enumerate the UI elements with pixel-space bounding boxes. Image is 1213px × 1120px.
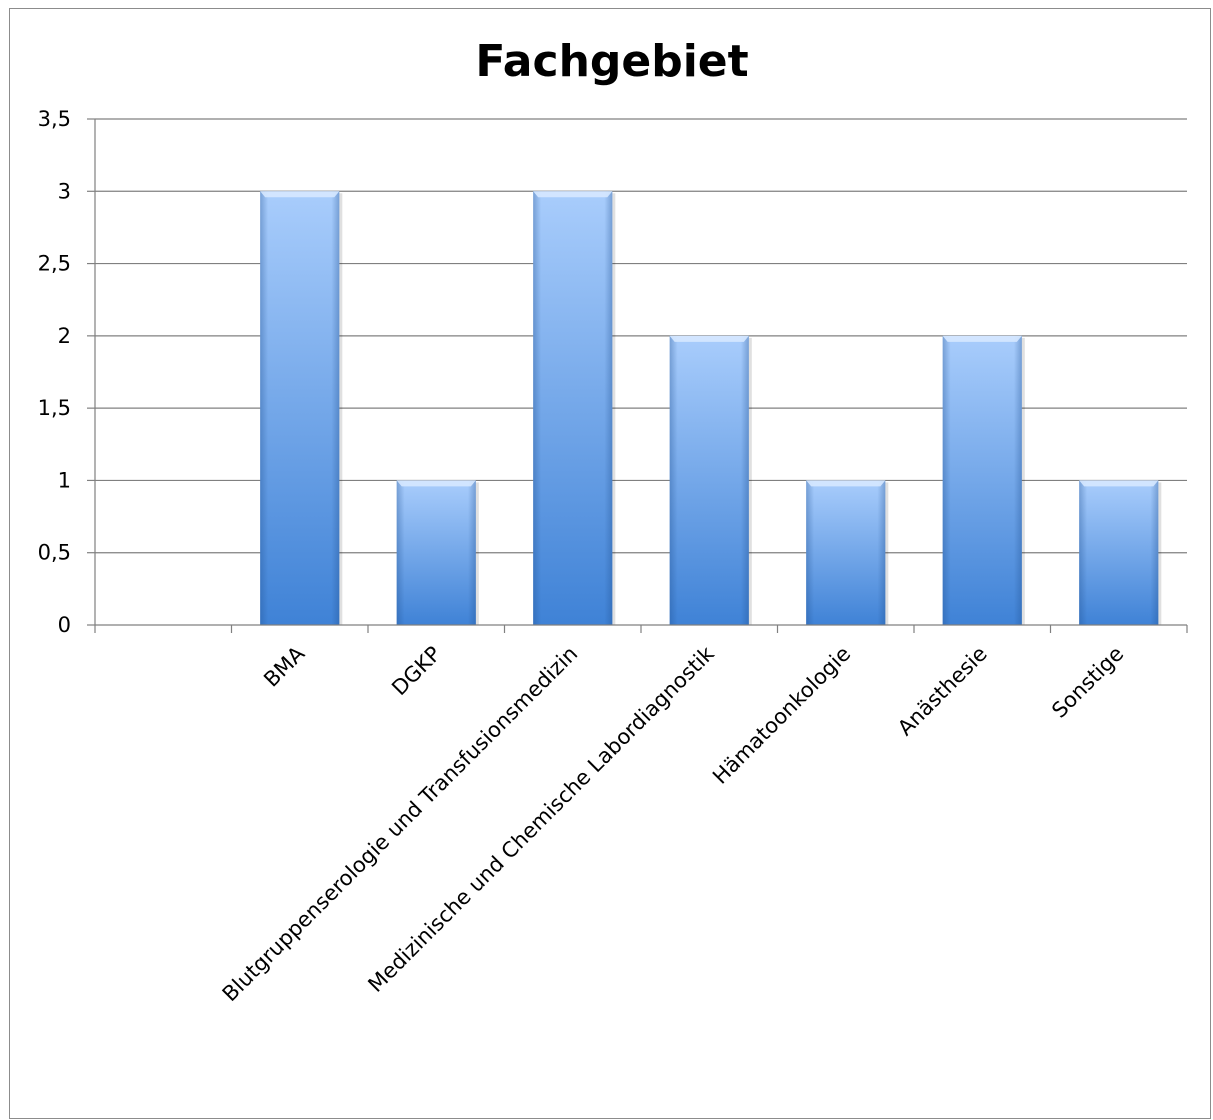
y-tick-label: 2,5 — [38, 252, 71, 276]
y-tick-label: 3,5 — [38, 107, 71, 131]
bar — [1079, 480, 1162, 625]
bar — [533, 191, 616, 626]
bar — [942, 335, 1025, 625]
y-tick-label: 1,5 — [38, 396, 71, 420]
chart-title: Fachgebiet — [475, 36, 748, 87]
x-category-label: Hämatoonkologie — [708, 642, 855, 789]
y-tick-label: 3 — [58, 179, 71, 203]
y-tick-label: 2 — [58, 324, 71, 348]
y-tick-label: 1 — [58, 468, 71, 492]
x-category-label: Anästhesie — [893, 642, 992, 741]
x-category-label: DGKP — [387, 642, 446, 701]
bar — [669, 335, 752, 625]
x-category-label: Sonstige — [1047, 642, 1128, 723]
y-tick-label: 0,5 — [38, 541, 71, 565]
bar — [396, 480, 479, 625]
x-category-label: BMA — [259, 641, 310, 692]
bar — [260, 191, 343, 626]
bar — [806, 480, 889, 625]
y-tick-label: 0 — [58, 613, 71, 637]
